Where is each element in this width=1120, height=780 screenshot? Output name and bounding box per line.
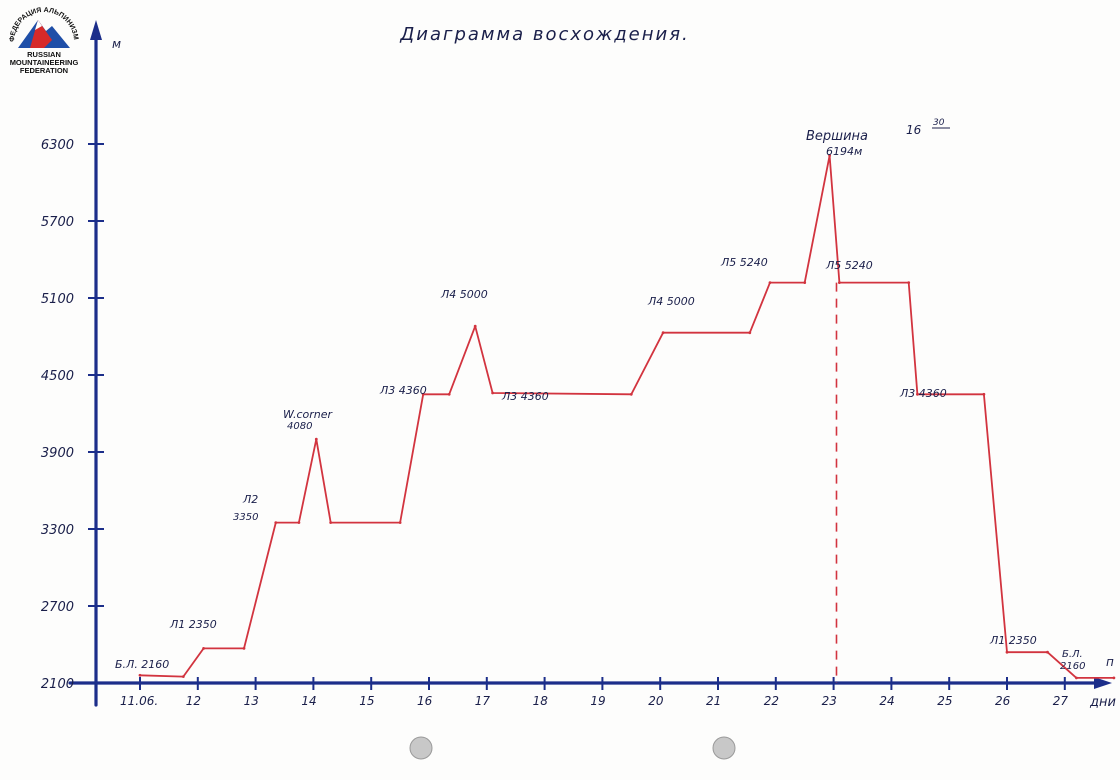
series-point [274, 521, 278, 524]
x-tick-label: 20 [648, 694, 664, 708]
x-axis-arrow-icon [1094, 677, 1112, 689]
x-tick-label: 21 [706, 694, 721, 708]
x-tick-label: 23 [822, 694, 837, 708]
series-point [1075, 676, 1078, 680]
y-tick-label: 6300 [41, 138, 74, 153]
logo-line-1: RUSSIAN [27, 50, 61, 59]
series-point [473, 324, 477, 328]
x-tick-label: 13 [244, 694, 259, 708]
series-point [314, 437, 318, 441]
y-axis-label: м [112, 37, 121, 51]
annotation-camp3-b: Л3 4360 [501, 390, 549, 403]
punch-hole [409, 736, 433, 760]
chart-title: Диаграмма восхождения. [399, 24, 690, 45]
y-axis-arrow-icon [90, 20, 102, 40]
x-tick-label: 19 [590, 694, 605, 708]
annotation-base-camp: Б.Л. 2160 [115, 658, 169, 671]
annotation-w-corner: W.corner [283, 408, 334, 421]
series-point [748, 331, 752, 335]
series-point [329, 521, 333, 524]
x-tick-label: 24 [879, 694, 894, 708]
series-point [421, 392, 425, 396]
annotations: Б.Л. 2160 Л1 2350 Л2 3350 W.corner 4080 … [115, 118, 1085, 672]
annotation-camp2-alt: 3350 [233, 512, 258, 523]
snowcap-icon [35, 20, 42, 30]
series-point [982, 392, 986, 396]
series-point [447, 392, 451, 396]
series-point [181, 675, 185, 678]
x-tick-label: 15 [359, 694, 374, 708]
series-point [398, 521, 402, 524]
y-tick-label: 3300 [41, 523, 74, 538]
y-tick-label: 4500 [41, 369, 74, 384]
y-tick-label: 5100 [41, 292, 74, 307]
annotation-summit-hour: 16 [906, 123, 922, 137]
federation-logo: ФЕДЕРАЦИЯ АЛЬПИНИЗМА РОССИИ RUSSIAN MOUN… [0, 0, 79, 75]
series-point [297, 521, 301, 524]
series-points [138, 154, 1116, 680]
series-point [803, 281, 807, 284]
punch-hole [712, 736, 736, 760]
series-point [838, 281, 841, 284]
series-point [1046, 650, 1049, 654]
x-axis-label: дни [1089, 695, 1116, 710]
x-tick-label: 17 [475, 694, 491, 708]
series-point [916, 392, 919, 396]
x-tick-label: 11.06. [120, 694, 158, 708]
x-tick-label: 16 [417, 694, 433, 708]
y-tick-label: 3900 [41, 446, 74, 461]
x-tick-label: 22 [764, 694, 779, 708]
series-point [491, 391, 494, 395]
annotation-camp5-a: Л5 5240 [720, 256, 768, 269]
annotation-camp5-b: Л5 5240 [825, 259, 873, 272]
logo-line-3: FEDERATION [20, 66, 68, 75]
logo-line-2: MOUNTAINEERING [10, 58, 79, 67]
y-tick-label: 2700 [41, 600, 74, 615]
annotation-summit: Вершина [806, 129, 868, 144]
x-tick-label: 14 [301, 694, 316, 708]
annotation-summit-elevation: 6194м [826, 145, 862, 158]
annotation-base-camp-b: Б.Л. [1062, 649, 1083, 660]
annotation-camp1-b: Л1 2350 [989, 634, 1037, 647]
y-tick-label: 5700 [41, 215, 74, 230]
mountain-peak-icon [30, 20, 52, 48]
annotation-camp3-a: Л3 4360 [379, 384, 427, 397]
annotation-camp4-b: Л4 5000 [647, 295, 695, 308]
x-tick-label: 27 [1053, 694, 1069, 708]
x-tick-label: 25 [937, 694, 952, 708]
x-axis-end-label: п [1106, 655, 1114, 669]
x-ticks: 11.06. 12 13 14 15 16 17 18 19 20 21 22 23 24 25 26 27 [120, 677, 1068, 708]
y-ticks: 2100 2700 3300 3900 4500 5100 5700 6300 [41, 138, 104, 692]
series-point [1005, 650, 1009, 654]
x-tick-label: 12 [186, 694, 201, 708]
y-tick-label: 2100 [41, 677, 74, 692]
x-tick-label: 18 [533, 694, 549, 708]
series-point [828, 154, 831, 158]
series-point [1112, 676, 1116, 680]
annotation-base-camp-b-alt: 2160 [1060, 661, 1085, 672]
series-point [661, 331, 665, 335]
annotation-w-corner-alt: 4080 [287, 421, 312, 432]
series-point [202, 647, 206, 650]
axes [68, 20, 1112, 707]
annotation-camp4-a: Л4 5000 [440, 288, 488, 301]
series-point [138, 673, 142, 677]
annotation-camp3-c: Л3 4360 [899, 387, 947, 400]
series-point [907, 281, 911, 284]
series-point [768, 281, 772, 284]
annotation-camp1: Л1 2350 [169, 618, 217, 631]
series-point [629, 392, 633, 396]
x-tick-label: 26 [995, 694, 1011, 708]
series-point [242, 647, 246, 650]
annotation-summit-minute: 30 [933, 118, 945, 128]
annotation-camp2: Л2 [242, 493, 258, 506]
